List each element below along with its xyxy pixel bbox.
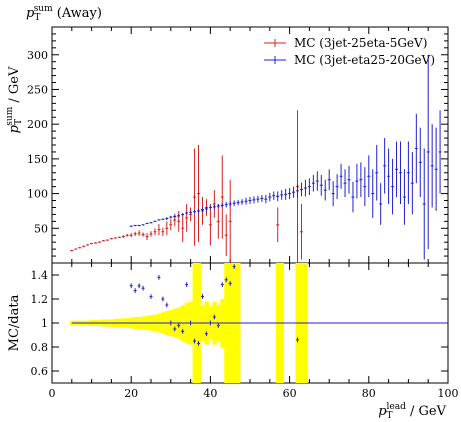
x-tick-label: 0: [49, 387, 56, 400]
legend-label-blue: MC (3jet-eta25-20GeV): [294, 53, 435, 67]
main-y-tick-label: 300: [27, 49, 48, 62]
x-tick-label: 80: [362, 387, 376, 400]
main-y-tick-label: 100: [27, 188, 48, 201]
legend-label-red: MC (3jet-25eta-5GeV): [294, 36, 427, 50]
legend-entry-red: MC (3jet-25eta-5GeV): [264, 36, 427, 50]
main-series-group: [70, 54, 442, 263]
x-tick-label: 40: [203, 387, 217, 400]
ratio-y-tick-label: 0.8: [31, 341, 49, 354]
x-tick-label: 20: [124, 387, 138, 400]
ratio-y-tick-label: 0.6: [31, 365, 49, 378]
main-axis-ticks: 50 100 150 200 250 300 0 20 40 60 80 100: [27, 27, 459, 400]
ratio-axis-ticks: 0.6 0.8 1 1.2 1.4: [31, 269, 448, 378]
x-tick-label: 60: [283, 387, 297, 400]
ratio-y-tick-label: 1.4: [31, 269, 49, 282]
ratio-y-tick-label: 1: [41, 317, 48, 330]
legend-entry-blue: MC (3jet-eta25-20GeV): [264, 53, 435, 67]
x-axis-label: pTlead / GeV: [378, 402, 446, 421]
main-y-axis-label: pTsum / GeV: [5, 66, 24, 133]
chart-title: pTsum (Away): [26, 4, 102, 23]
main-y-tick-label: 200: [27, 118, 48, 131]
ratio-y-tick-label: 1.2: [31, 293, 49, 306]
main-y-tick-label: 50: [34, 222, 48, 235]
ratio-y-axis-label: MC/data: [7, 294, 22, 351]
main-y-tick-label: 250: [27, 83, 48, 96]
x-tick-label: 100: [438, 387, 459, 400]
ratio-series-group: [129, 264, 300, 346]
legend: MC (3jet-25eta-5GeV) MC (3jet-eta25-20Ge…: [264, 36, 435, 67]
main-y-tick-label: 150: [27, 153, 48, 166]
